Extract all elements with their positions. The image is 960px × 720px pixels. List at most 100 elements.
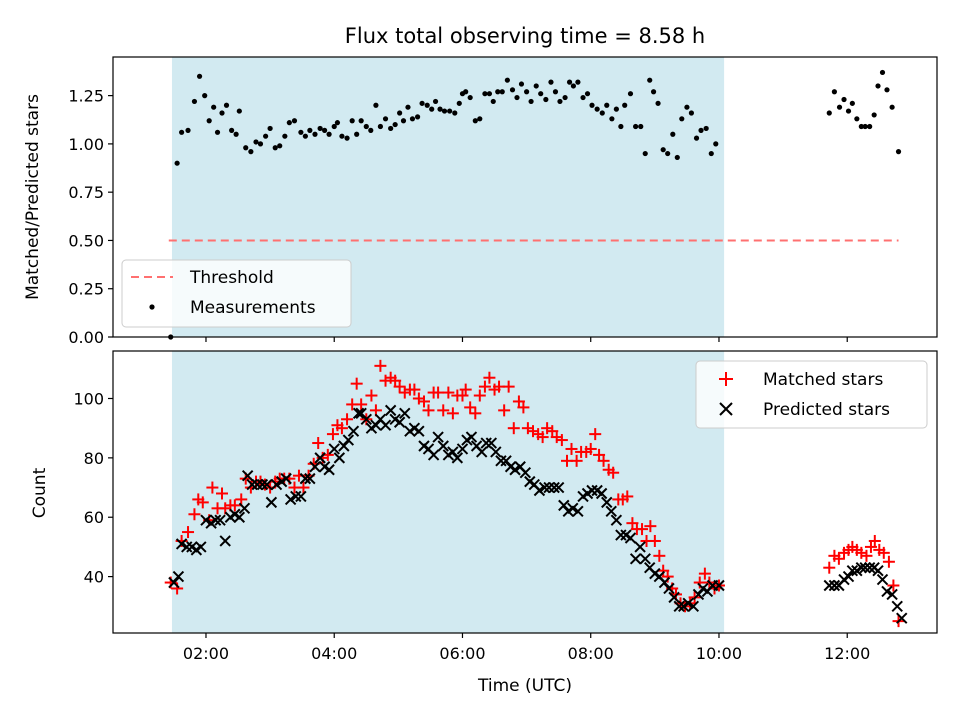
predicted-star-point: [480, 437, 492, 449]
predicted-star-point: [828, 579, 841, 592]
measurement-point: [633, 123, 639, 130]
measurement-point: [236, 108, 242, 114]
measurement-point: [334, 120, 341, 126]
measurement-point: [349, 118, 355, 124]
measurement-point: [191, 98, 198, 105]
counts-y-tick-label: 60: [84, 508, 104, 527]
measurement-point: [277, 143, 283, 149]
matched-legend-label: Matched stars: [763, 370, 883, 390]
measurement-point: [229, 127, 235, 133]
matched-star-point: [335, 422, 348, 435]
predicted-star-point: [605, 505, 617, 518]
matched-star-point: [868, 534, 881, 547]
measurements-legend-label: Measurements: [190, 298, 316, 318]
measurement-point: [566, 79, 573, 85]
measurement-point: [272, 145, 278, 151]
matched-star-point: [235, 493, 248, 506]
measurement-point: [589, 102, 595, 108]
measurement-point: [533, 83, 539, 89]
measurement-point: [650, 89, 657, 95]
matched-star-point: [473, 389, 486, 402]
measurement-point: [548, 79, 554, 85]
matched-star-point: [478, 380, 491, 393]
ratio-y-tick-label: 1.00: [68, 135, 104, 154]
measurement-point: [557, 98, 563, 105]
predicted-star-point: [687, 600, 700, 612]
predicted-star-point: [323, 464, 335, 476]
matched-star-point: [219, 502, 232, 515]
predicted-star-point: [692, 588, 705, 601]
matched-star-point: [527, 425, 540, 438]
predicted-star-point: [338, 440, 350, 452]
predicted-star-point: [393, 416, 406, 428]
ratio-y-tick-label: 0.75: [68, 183, 104, 202]
predicted-star-point: [309, 461, 321, 473]
matched-star-point: [459, 383, 472, 396]
counts-x-ticks: 02:00 04:00 06:00 08:00 10:00 12:00: [183, 633, 870, 663]
matched-star-point: [550, 431, 563, 444]
predicted-star-point: [552, 481, 565, 494]
matched-star-point: [483, 371, 496, 384]
measurement-point: [693, 135, 700, 141]
measurement-point: [317, 125, 323, 132]
matched-star-point: [196, 496, 209, 509]
predicted-star-point: [241, 469, 254, 482]
matched-star-point: [408, 383, 421, 396]
predicted-star-point: [538, 481, 551, 494]
predicted-star-point: [490, 446, 502, 458]
measurement-point: [486, 91, 493, 97]
matched-star-point: [182, 526, 195, 539]
measurement-point: [594, 106, 600, 112]
x-axis-label: Time (UTC): [477, 676, 572, 696]
measurement-point: [599, 110, 605, 116]
measurement-point: [854, 116, 860, 122]
threshold-legend-label: Threshold: [189, 268, 274, 288]
counts-x-tick-label: 06:00: [439, 644, 485, 663]
measurement-point: [613, 106, 619, 112]
predicted-star-point: [595, 487, 608, 500]
predicted-star-point: [437, 440, 449, 452]
measurement-point: [879, 69, 886, 76]
matched-star-point: [326, 428, 339, 441]
measurement-point: [684, 104, 690, 110]
measurement-point: [580, 94, 586, 101]
measurement-point: [562, 94, 568, 101]
measurement-point: [543, 96, 549, 103]
counts-y-tick-label: 100: [73, 389, 104, 408]
matched-star-point: [422, 404, 435, 417]
matched-star-point: [555, 434, 568, 447]
predicted-star-point: [567, 502, 579, 515]
predicted-star-point: [615, 529, 627, 541]
predicted-star-point: [519, 466, 532, 479]
predicted-star-point: [451, 452, 464, 464]
matched-star-point: [297, 481, 310, 494]
matched-star-point: [855, 546, 868, 559]
measurement-point: [495, 89, 501, 95]
predicted-star-point: [548, 481, 560, 494]
measurement-point: [331, 123, 337, 130]
measurement-point: [836, 104, 843, 110]
counts-x-tick-label: 08:00: [568, 644, 614, 663]
measurement-point: [604, 102, 610, 108]
chart-title: Flux total observing time = 8.58 h: [345, 24, 705, 48]
measurement-point: [858, 123, 864, 130]
measurement-point: [618, 123, 624, 130]
measurement-point: [875, 83, 881, 89]
predicted-star-point: [610, 514, 623, 526]
predicted-star-point: [290, 490, 302, 503]
measurement-point: [429, 106, 435, 112]
predicted-star-point: [634, 541, 646, 553]
measurement-point: [665, 150, 671, 157]
measurement-point: [826, 110, 832, 116]
measurement-point: [463, 89, 469, 95]
predicted-star-point: [284, 493, 297, 506]
measurement-point: [708, 150, 714, 157]
predicted-star-point: [485, 437, 498, 449]
predicted-star-point: [896, 612, 908, 624]
measurement-point: [179, 129, 185, 135]
measurement-point: [312, 131, 318, 137]
matched-star-point: [860, 549, 873, 562]
matched-star-point: [498, 404, 511, 417]
measurements-points: [168, 69, 902, 340]
matched-star-point: [393, 380, 406, 393]
